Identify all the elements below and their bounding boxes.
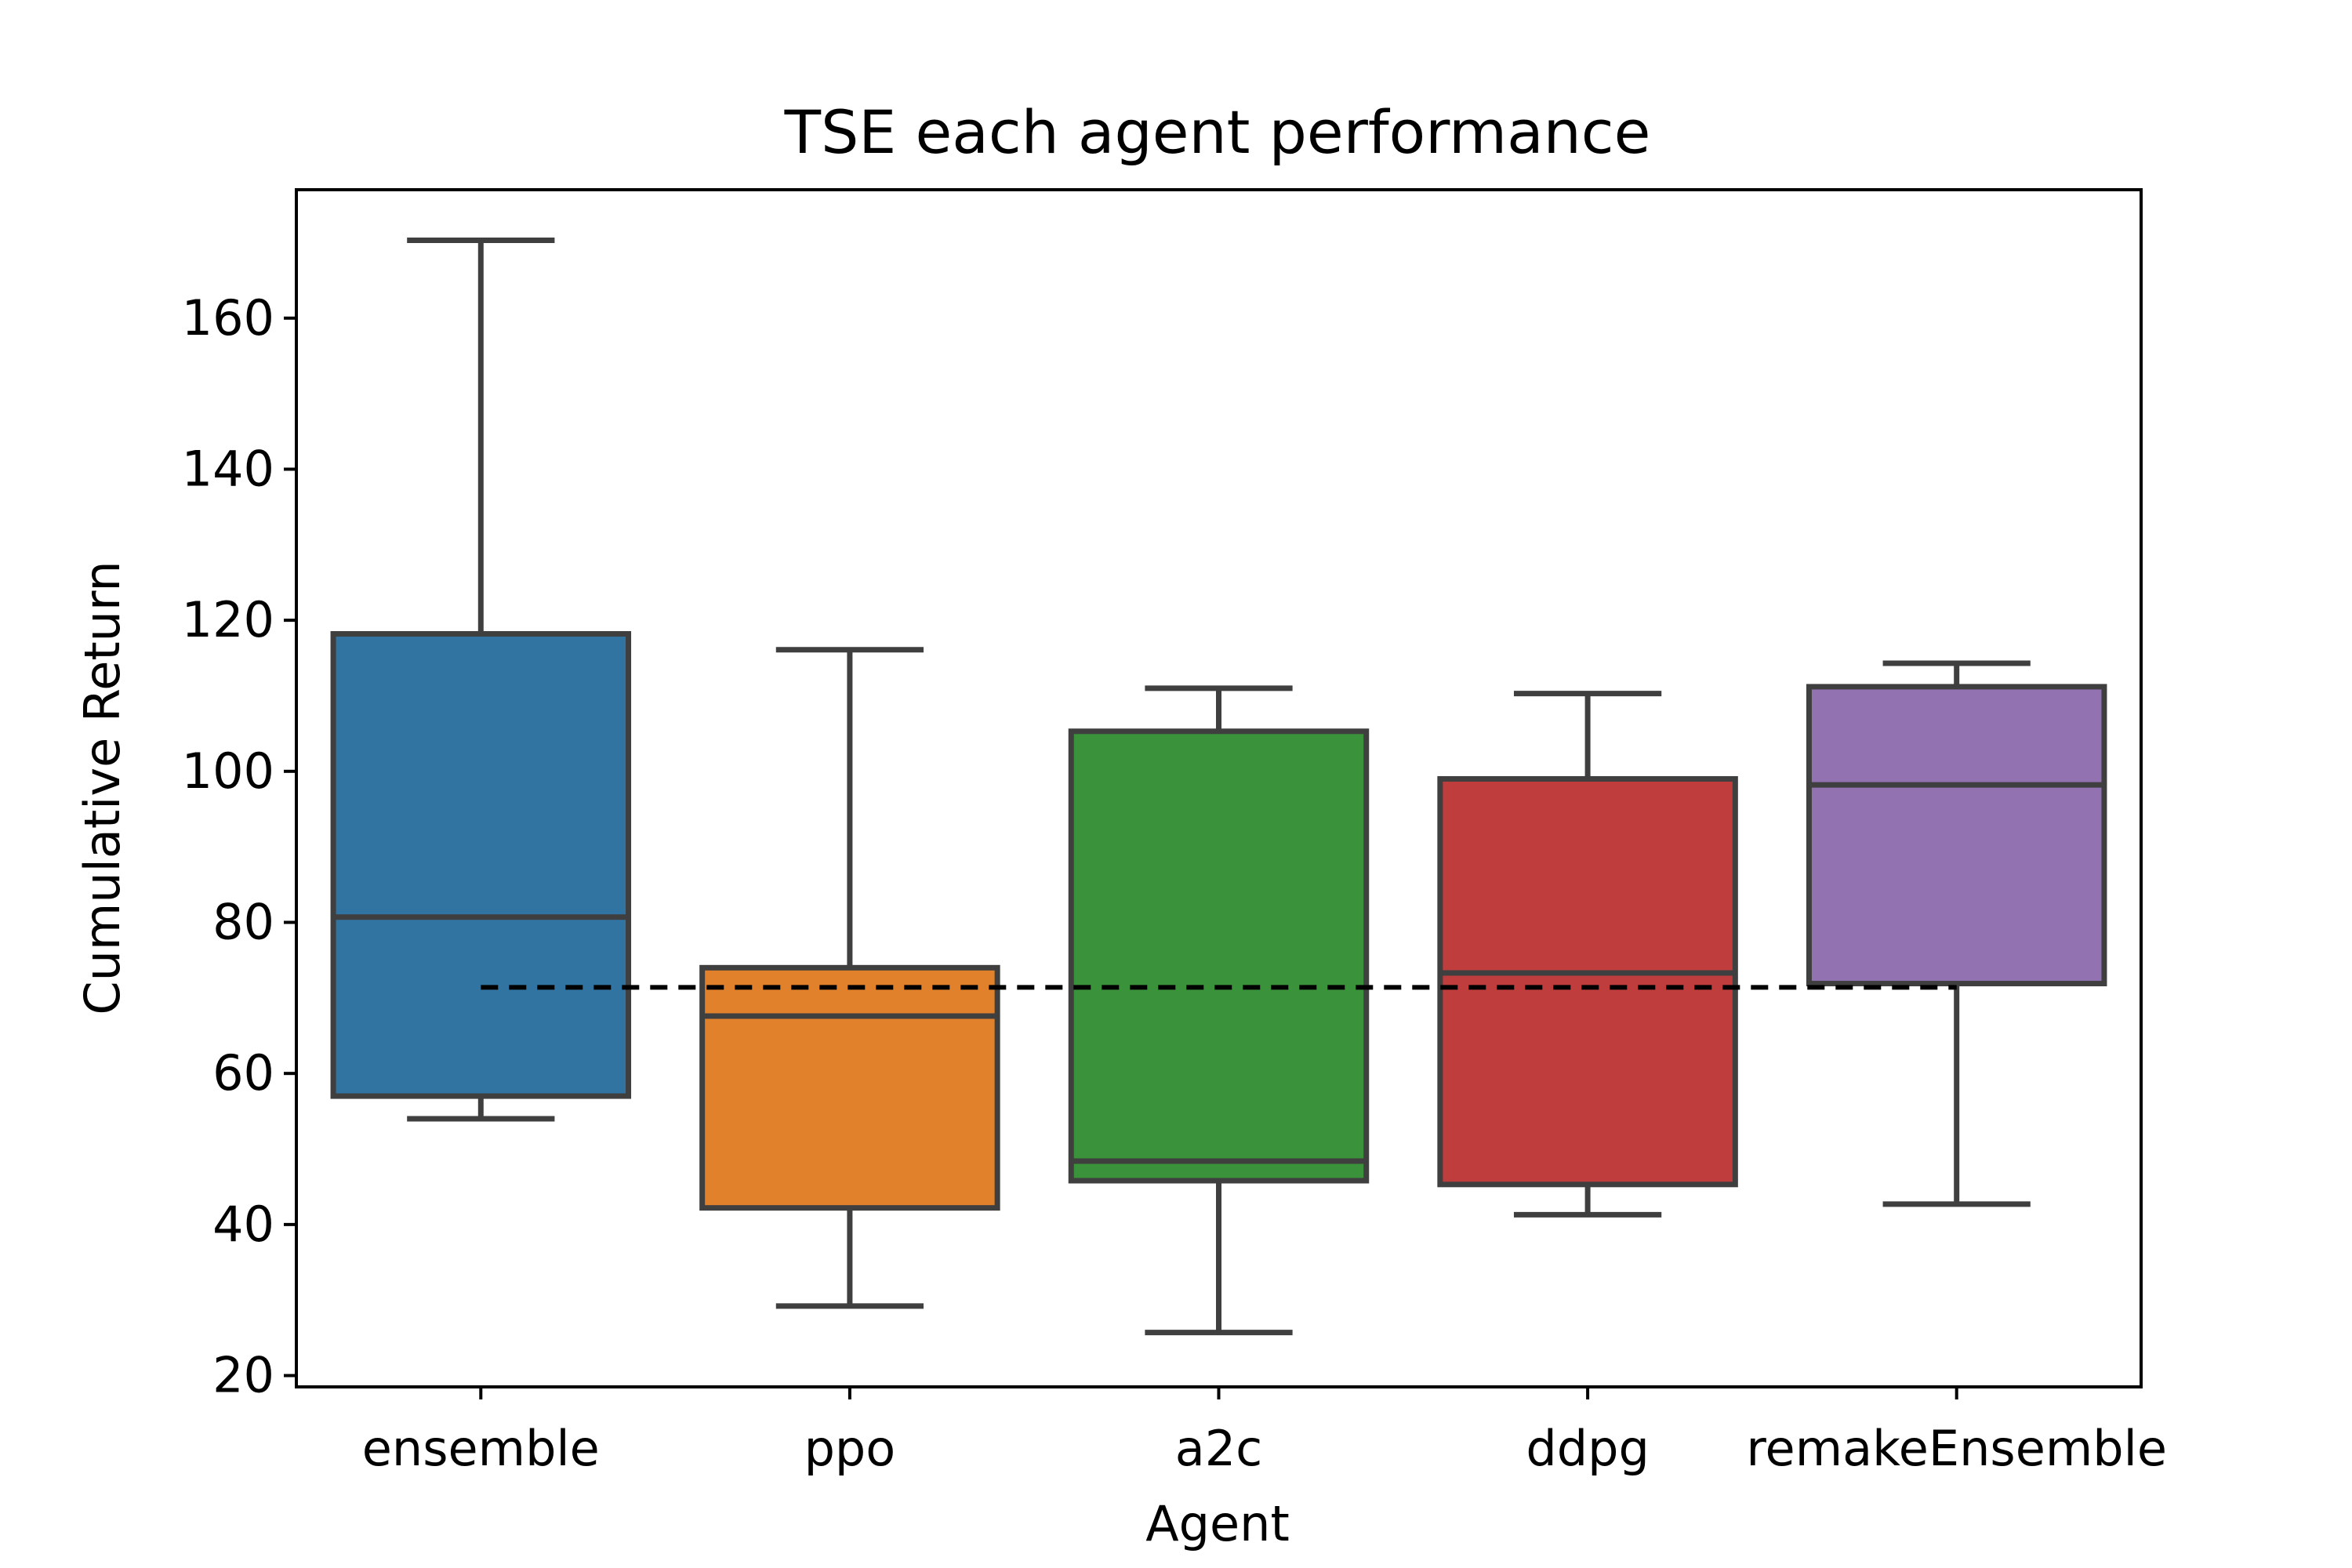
x-tick-label: ppo [804, 1420, 896, 1477]
box-body [1068, 728, 1370, 1184]
y-tick-label: 160 [182, 289, 274, 347]
box-ppo [699, 647, 1000, 1309]
x-tick-label: remakeEnsemble [1746, 1420, 2167, 1477]
x-axis: ensemble ppo a2c ddpg remakeEnsemble [362, 1387, 2167, 1477]
y-tick-label: 120 [182, 591, 274, 648]
y-axis: 20 40 60 80 100 120 140 160 [182, 289, 296, 1404]
box-body [699, 964, 1000, 1211]
y-tick-label: 40 [212, 1196, 274, 1253]
plot-frame [295, 188, 2143, 1388]
x-axis-label: Agent [1145, 1495, 1290, 1552]
y-axis-label: Cumulative Return [74, 561, 131, 1014]
box-body [1806, 684, 2107, 987]
box-ensemble [330, 238, 632, 1122]
boxes-layer [330, 238, 2107, 1336]
y-tick-label: 100 [182, 742, 274, 800]
x-tick-label: a2c [1175, 1420, 1263, 1477]
x-tick-label: ddpg [1526, 1420, 1649, 1477]
chart-title: TSE each agent performance [784, 97, 1651, 167]
box-remakeEnsemble [1806, 660, 2107, 1207]
box-body [330, 630, 632, 1099]
y-tick-label: 80 [212, 894, 274, 951]
box-body [1437, 775, 1738, 1188]
y-tick-label: 20 [212, 1347, 274, 1404]
box-ddpg [1437, 691, 1738, 1218]
y-tick-label: 60 [212, 1044, 274, 1102]
y-tick-label: 140 [182, 440, 274, 497]
x-tick-label: ensemble [362, 1420, 600, 1477]
box-a2c [1068, 685, 1370, 1336]
